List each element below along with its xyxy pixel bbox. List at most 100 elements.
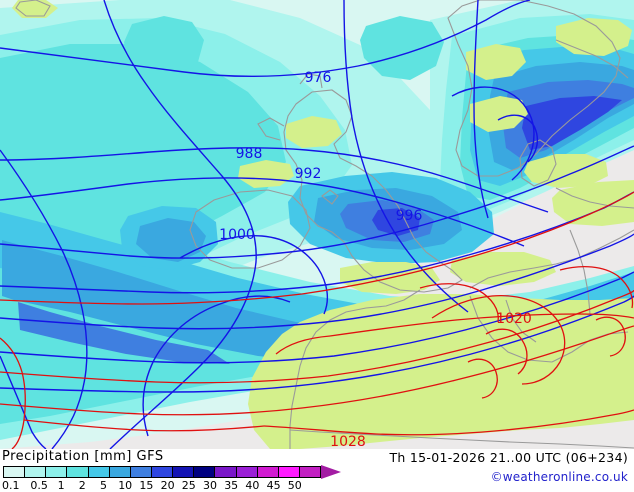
isobar-line-996 (0, 145, 634, 259)
model-run-timestamp: Th 15-01-2026 21..00 UTC (06+234) (389, 450, 628, 465)
isobar-line-1004 (0, 233, 634, 330)
isobar-high-closed-6 (559, 265, 634, 309)
land-layer (12, 0, 634, 449)
colorbar-swatch-9 (194, 467, 216, 477)
colorbar-swatch-1 (25, 467, 47, 477)
colorbar-swatch-12 (257, 467, 279, 477)
isobars-low (0, 0, 634, 449)
isobar-high-1028-west (23, 419, 265, 432)
colorbar-swatch-11 (236, 467, 258, 477)
coastline-france-atlantic (289, 289, 421, 449)
colorbar-tick-40: 40 (245, 479, 260, 492)
coastline-great-britain (283, 89, 463, 293)
colorbar-swatch-6 (130, 467, 152, 477)
colorbar[interactable] (3, 465, 341, 479)
colorbar-tick-2: 2 (78, 479, 86, 492)
isobars-high (0, 191, 634, 449)
colorbar-tick-35: 35 (224, 479, 239, 492)
colorbar-tick-0.1: 0.1 (2, 479, 20, 492)
coastline-denmark (519, 139, 557, 187)
coastline-ireland (189, 189, 311, 269)
coastline-norway (447, 0, 621, 177)
isobar-label-996: 996 (396, 208, 423, 224)
colorbar-tick-20: 20 (160, 479, 175, 492)
coastlines (15, 0, 634, 449)
isobar-closed-low-norway2 (497, 114, 539, 163)
isobar-high-1020-tail (275, 335, 331, 355)
isobar-high-closed-1 (431, 294, 566, 385)
isobar-high-1028 (263, 409, 634, 436)
isobar-closed-low-2 (142, 295, 291, 437)
land-east-england (450, 252, 556, 286)
coastline-hebrides (257, 117, 285, 141)
coastline-baltic-south (555, 187, 634, 209)
colorbar-swatch-7 (151, 467, 174, 477)
legend-title: Precipitation [mm] GFS (2, 449, 164, 464)
land-sweden-north (556, 18, 632, 56)
isobar-line-d (343, 0, 469, 313)
isobar-line-988 (0, 147, 549, 213)
precipitation-map[interactable]: 976 988 992 996 1000 1020 1028 (0, 0, 634, 449)
isobar-closed-low-1 (179, 234, 329, 315)
precip-band-2-nw-cell (124, 16, 204, 76)
colorbar-tick-25: 25 (181, 479, 196, 492)
isobar-label-976: 976 (305, 70, 332, 86)
colorbar-swatch-0 (4, 467, 26, 477)
coastline-iberia-north (289, 429, 634, 449)
land-denmark (524, 154, 608, 188)
precip-band-2-n-cell (360, 16, 444, 80)
land-scotland-green (286, 116, 342, 148)
colorbar-tick-0.5: 0.5 (30, 479, 48, 492)
coastline-orkney (299, 73, 323, 89)
colorbar-swatch-3 (67, 467, 89, 477)
land-n-england-green (238, 160, 294, 188)
isobar-label-992: 992 (295, 166, 322, 182)
colorbar-swatch-8 (173, 467, 195, 477)
land-western-europe (248, 294, 634, 449)
isobar-label-988: 988 (236, 146, 263, 162)
colorbar-swatch-10 (215, 467, 237, 477)
map-canvas: 976 988 992 996 1000 1020 1028 (0, 0, 634, 449)
isobar-high-1024 (0, 325, 634, 416)
colorbar-tick-10: 10 (118, 479, 133, 492)
isobar-line-976 (0, 0, 531, 77)
colorbar-swatch-2 (46, 467, 68, 477)
isobar-label-1028: 1028 (330, 434, 366, 449)
precip-band-15-front (18, 302, 230, 364)
border-france-east (469, 295, 553, 363)
isobar-high-closed-2 (485, 328, 528, 375)
isobar-line-1008 (0, 271, 634, 364)
colorbar-tick-labels: 0.1 0.5 1 2 5 10 15 20 25 30 35 40 45 50 (0, 479, 340, 492)
precip-band-20-norway (522, 96, 622, 150)
border-germany-east (569, 229, 591, 315)
colorbar-swatch-13 (278, 467, 300, 477)
isobar-label-1000: 1000 (219, 227, 255, 243)
coastline-isle-of-man (321, 189, 339, 205)
colorbar-tick-30: 30 (203, 479, 217, 492)
isobar-high-edge-left (0, 337, 26, 449)
colorbar-tick-5: 5 (100, 479, 107, 492)
isobar-high-closed-3 (467, 358, 498, 399)
colorbar-tick-45: 45 (266, 479, 281, 492)
colorbar-tick-1: 1 (57, 479, 65, 492)
isobar-high-closed-4 (595, 316, 626, 357)
colorbar-swatch-4 (88, 467, 110, 477)
isobar-high-1016 (0, 191, 634, 305)
land-sweden-south (470, 96, 528, 132)
isobar-line-b (0, 149, 88, 449)
isobar-label-1020: 1020 (496, 311, 532, 327)
coastline-sweden-east (555, 39, 629, 79)
map-footer: Precipitation [mm] GFS 0.1 0.5 1 2 5 10 15 20 25… (0, 449, 634, 492)
colorbar-swatch-14 (299, 467, 321, 477)
isobar-line-992 (0, 177, 525, 247)
isobar-line-c (0, 355, 47, 449)
colorbar-swatches[interactable] (3, 466, 321, 478)
copyright-notice: ©weatheronline.co.uk (490, 470, 628, 484)
colorbar-overflow-arrow (321, 465, 341, 479)
isobar-labels: 976 988 992 996 1000 1020 1028 (219, 70, 532, 449)
precip-band-10-atlantic-cell (136, 218, 206, 262)
colorbar-tick-50: 50 (287, 479, 302, 492)
isobar-high-1020b (0, 289, 634, 384)
isobar-line-a (103, 0, 257, 449)
